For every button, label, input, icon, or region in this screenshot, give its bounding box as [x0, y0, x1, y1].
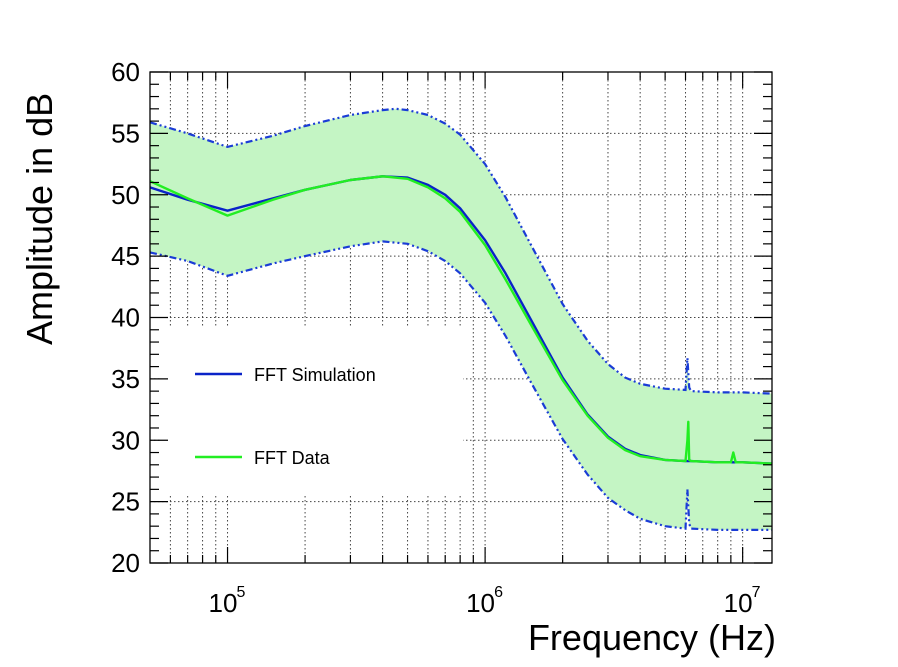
y-tick-label: 20 [111, 548, 140, 578]
y-tick-label: 40 [111, 303, 140, 333]
tolerance-band [149, 107, 773, 531]
y-tick-label: 45 [111, 241, 140, 271]
legend-label: FFT Simulation [254, 365, 376, 385]
y-tick-label: 55 [111, 118, 140, 148]
x-tick-label-exponent: 7 [752, 584, 761, 601]
x-tick-label-base: 10 [466, 588, 495, 618]
y-tick-label: 30 [111, 425, 140, 455]
legend-box [160, 328, 463, 496]
y-tick-labels: 20 25 30 35 40 45 50 55 60 [111, 57, 140, 578]
x-tick-label-exponent: 6 [494, 584, 503, 601]
x-tick-label-base: 10 [209, 588, 238, 618]
data-series [149, 175, 773, 465]
legend: FFT Simulation FFT Data [195, 365, 376, 468]
y-axis-label: Amplitude in dB [19, 93, 60, 345]
axis-ticks [150, 71, 772, 564]
x-axis-label: Frequency (Hz) [528, 617, 776, 658]
x-tick-label-exponent: 5 [237, 584, 246, 601]
y-tick-label: 35 [111, 364, 140, 394]
legend-label: FFT Data [254, 448, 331, 468]
y-tick-label: 25 [111, 487, 140, 517]
x-tick-labels: 10 5 10 6 10 7 [209, 584, 761, 618]
band-lower-edge [149, 240, 772, 531]
series-line-fft-data [149, 175, 773, 465]
y-tick-label: 60 [111, 57, 140, 87]
band-upper-edge [149, 107, 773, 395]
band-fill [150, 108, 772, 530]
y-tick-label: 50 [111, 180, 140, 210]
x-tick-label-base: 10 [724, 588, 753, 618]
